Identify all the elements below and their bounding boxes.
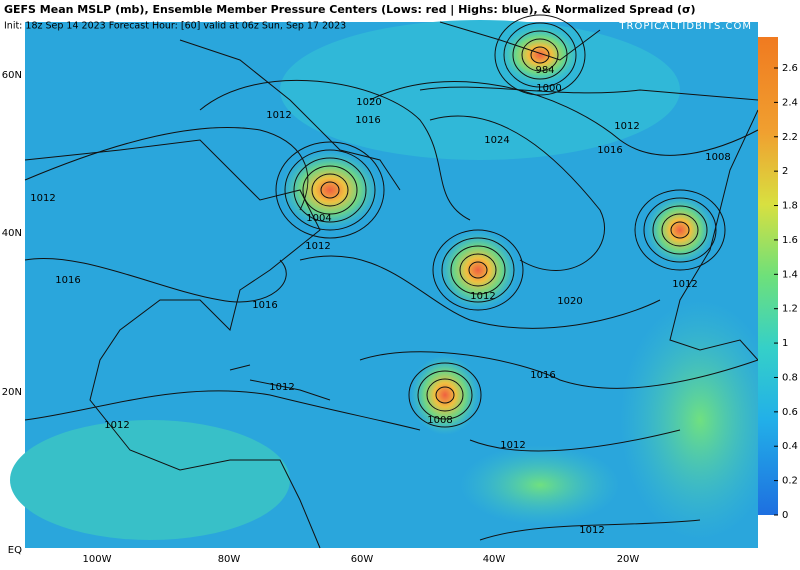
isobar: [24, 257, 287, 303]
isobar: [417, 370, 473, 420]
isobar: [293, 157, 367, 223]
isobar-label: 1016: [597, 145, 622, 156]
isobar-label: 1000: [536, 83, 561, 94]
colorbar-tick-label: 0.6: [782, 407, 798, 418]
spread-field: [10, 20, 780, 540]
isobar-label: 1012: [104, 420, 129, 431]
colorbar-tick-label: 0.2: [782, 476, 798, 487]
isobar: [459, 253, 497, 287]
isobar-label: 1016: [55, 275, 80, 286]
colorbar-tick-label: 2.6: [782, 63, 798, 74]
isobar-label: 1016: [252, 300, 277, 311]
subtitle: Init: 18z Sep 14 2023 Forecast Hour: [60…: [4, 21, 346, 32]
isobar: [419, 86, 759, 101]
colorbar-tick-label: 1: [782, 338, 788, 349]
isobar: [299, 255, 661, 329]
lat-label: 60N: [2, 70, 22, 81]
isobar: [359, 351, 759, 389]
colorbar-tick-label: 1.8: [782, 201, 798, 212]
land-outlines: [24, 21, 759, 549]
isobar: [199, 79, 471, 221]
isobar-label: 1004: [306, 213, 331, 224]
isobar: [512, 30, 568, 80]
isobar: [503, 22, 577, 88]
colorbar-tick-label: 0.4: [782, 441, 798, 452]
isobar: [652, 205, 708, 255]
isobar: [441, 237, 515, 303]
isobar: [643, 197, 717, 263]
isobar-label: 1008: [705, 152, 730, 163]
isobar-label: 1012: [614, 121, 639, 132]
isobar: [530, 46, 550, 64]
colorbar-tick-label: 2.2: [782, 132, 798, 143]
isobar: [432, 229, 524, 311]
isobar-label: 1012: [672, 279, 697, 290]
colorbar-tick-label: 0.8: [782, 372, 798, 383]
isobar: [479, 519, 701, 541]
colorbar-tick-label: 0: [782, 510, 788, 521]
isobar: [494, 14, 586, 96]
colorbar: [758, 37, 778, 515]
title: GEFS Mean MSLP (mb), Ensemble Member Pre…: [4, 3, 696, 16]
lon-label: 80W: [218, 554, 241, 565]
lon-label: 40W: [483, 554, 506, 565]
watermark: TROPICALTIDBITS.COM: [618, 21, 752, 32]
isobar-label: 1016: [355, 115, 380, 126]
isobar: [408, 362, 482, 428]
isobar-label: 1024: [484, 135, 509, 146]
lon-label: 100W: [83, 554, 112, 565]
isobar: [426, 378, 464, 412]
isobar: [634, 189, 726, 271]
isobars: [24, 14, 759, 541]
isobar-label: 1012: [305, 241, 330, 252]
isobar: [450, 245, 506, 295]
isobar-label: 984: [535, 65, 554, 76]
isobar: [435, 386, 455, 404]
isobar: [284, 149, 376, 231]
lat-label: 20N: [2, 387, 22, 398]
isobar: [302, 165, 358, 215]
isobar: [661, 213, 699, 247]
isobar-label: 1008: [427, 415, 452, 426]
isobar: [468, 261, 488, 279]
colorbar-tick-label: 2.4: [782, 97, 798, 108]
isobar-label: 1012: [470, 291, 495, 302]
lon-label: 60W: [351, 554, 374, 565]
colorbar-tick-label: 2: [782, 166, 788, 177]
colorbar-tick-label: 1.4: [782, 269, 798, 280]
colorbar-tick-label: 1.6: [782, 235, 798, 246]
isobar: [469, 429, 681, 452]
colorbar-tick-label: 1.2: [782, 304, 798, 315]
isobar-label: 1012: [30, 193, 55, 204]
isobar-label: 1012: [579, 525, 604, 536]
lon-label: 20W: [617, 554, 640, 565]
isobar: [24, 390, 421, 431]
isobar-label: 1020: [557, 296, 582, 307]
isobar: [670, 221, 690, 239]
isobar: [369, 81, 759, 156]
isobar-label: 1016: [530, 370, 555, 381]
isobar: [320, 181, 340, 199]
isobar: [521, 38, 559, 72]
lat-label: 40N: [2, 228, 22, 239]
isobar: [311, 173, 349, 207]
isobar: [429, 115, 606, 271]
lat-label: EQ: [8, 545, 22, 556]
isobar-label: 1012: [500, 440, 525, 451]
isobar-label: 1020: [356, 97, 381, 108]
isobar: [24, 126, 309, 211]
isobar-label: 1012: [266, 110, 291, 121]
isobar: [275, 141, 385, 239]
isobar-label: 1012: [269, 382, 294, 393]
